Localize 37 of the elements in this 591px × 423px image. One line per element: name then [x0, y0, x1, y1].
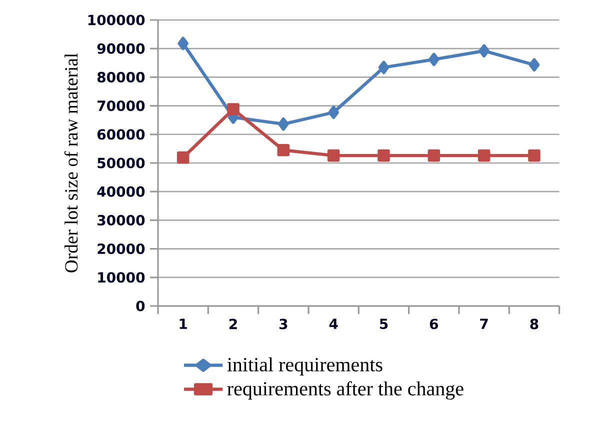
- point: [528, 149, 540, 162]
- y-axis-title: Order lot size of raw material: [64, 53, 78, 272]
- point: [378, 149, 390, 162]
- point: [278, 117, 289, 131]
- point: [277, 144, 290, 156]
- legend-label: initial requirements: [227, 357, 382, 376]
- x-tick-label: 6: [430, 318, 438, 330]
- y-tick-label: 90000: [97, 43, 145, 54]
- x-tick-label: 5: [380, 318, 388, 330]
- x-tick-label: 8: [530, 318, 538, 330]
- point: [478, 149, 490, 162]
- y-tick-label: 10000: [98, 272, 145, 283]
- point: [176, 151, 190, 164]
- y-tick-label: 40000: [97, 186, 145, 197]
- x-tick-label: 4: [329, 318, 338, 329]
- point: [428, 149, 440, 162]
- point: [528, 58, 540, 72]
- x-tick-label: 2: [229, 318, 237, 330]
- y-tick-label: 70000: [98, 100, 145, 112]
- point: [227, 103, 240, 116]
- point: [478, 44, 490, 58]
- y-tick-label: 60000: [97, 129, 145, 140]
- y-tick-label: 20000: [98, 243, 145, 254]
- y-tick-label: 30000: [98, 214, 145, 226]
- x-tick-label: 1: [180, 318, 187, 329]
- y-tick-label: 0: [136, 300, 145, 312]
- point: [378, 60, 390, 74]
- y-tick-label: 80000: [97, 72, 145, 82]
- point: [178, 36, 188, 50]
- y-tick-label: 50000: [98, 158, 145, 168]
- x-tick-label: 7: [480, 318, 488, 329]
- point: [327, 149, 340, 162]
- x-tick-label: 3: [279, 318, 288, 330]
- point: [328, 106, 339, 120]
- point: [428, 52, 440, 66]
- y-tick-label: 100000: [88, 14, 145, 26]
- legend-label: requirements after the change: [227, 381, 464, 400]
